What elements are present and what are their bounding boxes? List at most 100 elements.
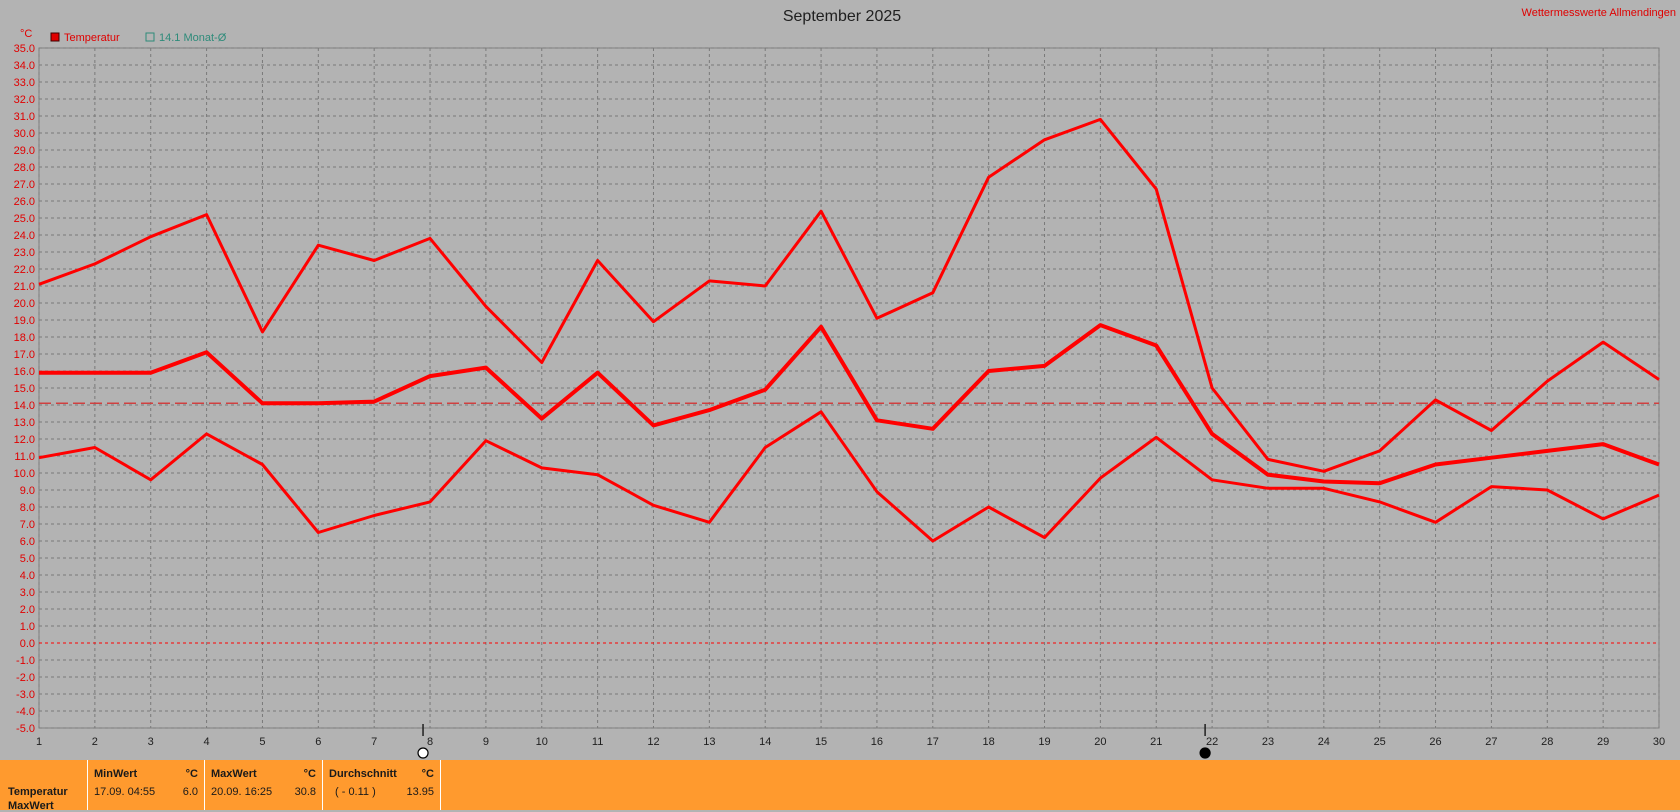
summary-row-labels: Temperatur MaxWert bbox=[0, 760, 88, 812]
y-tick-label: 17.0 bbox=[14, 349, 35, 361]
summary-row-label-temperatur: Temperatur bbox=[8, 786, 68, 798]
x-tick-label: 27 bbox=[1485, 736, 1497, 748]
full-moon-icon bbox=[417, 747, 429, 759]
y-tick-label: 31.0 bbox=[14, 111, 35, 123]
series-line-mean bbox=[39, 323, 1660, 486]
x-tick-label: 23 bbox=[1262, 736, 1274, 748]
y-tick-label: 29.0 bbox=[14, 145, 35, 157]
series-lines bbox=[38, 117, 1660, 543]
y-tick-label: 13.0 bbox=[14, 417, 35, 429]
y-tick-label: 30.0 bbox=[14, 128, 35, 140]
x-tick-label: 29 bbox=[1597, 736, 1609, 748]
x-tick-label: 16 bbox=[871, 736, 883, 748]
legend: Temperatur 14.1 Monat-Ø bbox=[50, 32, 227, 44]
moon-phase-markers bbox=[417, 724, 1211, 759]
chart-title: September 2025 bbox=[783, 8, 901, 25]
y-tick-label: 5.0 bbox=[20, 553, 35, 565]
y-tick-label: -1.0 bbox=[16, 655, 35, 667]
x-tick-label: 10 bbox=[536, 736, 548, 748]
x-tick-label: 17 bbox=[927, 736, 939, 748]
summary-min-header: MinWert bbox=[94, 768, 138, 780]
y-tick-label: 6.0 bbox=[20, 536, 35, 548]
y-tick-label: -5.0 bbox=[16, 723, 35, 735]
y-tick-label: 4.0 bbox=[20, 570, 35, 582]
y-tick-label: 8.0 bbox=[20, 502, 35, 514]
x-tick-label: 28 bbox=[1541, 736, 1553, 748]
grid bbox=[38, 47, 1660, 729]
summary-max-date: 20.09. 16:25 bbox=[211, 786, 273, 798]
x-tick-labels: 1 2 3 4 5 6 7 8 9 10 11 12 13 14 15 16 17 18 19 20 21 22 23 24 2… bbox=[36, 736, 1665, 748]
y-unit-label: °C bbox=[20, 28, 32, 40]
summary-max-unit: °C bbox=[303, 768, 316, 780]
y-tick-label: 18.0 bbox=[14, 332, 35, 344]
x-tick-label: 9 bbox=[483, 736, 489, 748]
y-tick-label: 25.0 bbox=[14, 213, 35, 225]
x-tick-label: 11 bbox=[592, 736, 603, 748]
y-tick-label: -2.0 bbox=[16, 672, 35, 684]
legend-label-temperatur: Temperatur bbox=[64, 32, 120, 44]
x-tick-label: 7 bbox=[371, 736, 377, 748]
summary-max-block: MaxWert °C 20.09. 16:25 30.8 bbox=[205, 760, 323, 810]
legend-label-monat-avg: 14.1 Monat-Ø bbox=[159, 32, 227, 44]
summary-avg-value: 13.95 bbox=[406, 786, 434, 798]
summary-avg-delta: ( - 0.11 ) bbox=[335, 786, 376, 798]
y-tick-label: 19.0 bbox=[14, 315, 35, 327]
temperature-chart: -5.0 -4.0 -3.0 -2.0 -1.0 0.0 1.0 2.0 3.0 4.0 5.0 6.… bbox=[14, 7, 1676, 759]
site-label: Wettermesswerte Allmendingen bbox=[1522, 7, 1676, 19]
series-line-max bbox=[38, 117, 1660, 473]
y-tick-label: 28.0 bbox=[14, 162, 35, 174]
x-tick-label: 6 bbox=[315, 736, 321, 748]
y-tick-label: 3.0 bbox=[20, 587, 35, 599]
y-tick-label: 22.0 bbox=[14, 264, 35, 276]
y-tick-label: 7.0 bbox=[20, 519, 35, 531]
y-tick-label: 10.0 bbox=[14, 468, 35, 480]
x-tick-label: 8 bbox=[427, 736, 433, 748]
x-tick-label: 21 bbox=[1150, 736, 1162, 748]
x-tick-label: 2 bbox=[92, 736, 98, 748]
summary-row-label-maxwert: MaxWert bbox=[8, 800, 54, 812]
y-tick-label: 35.0 bbox=[14, 43, 35, 55]
y-tick-label: 23.0 bbox=[14, 247, 35, 259]
y-tick-label: 1.0 bbox=[20, 621, 35, 633]
y-tick-label: 16.0 bbox=[14, 366, 35, 378]
x-tick-label: 13 bbox=[703, 736, 715, 748]
x-tick-label: 19 bbox=[1038, 736, 1050, 748]
x-tick-label: 4 bbox=[204, 736, 210, 748]
y-tick-label: 15.0 bbox=[14, 383, 35, 395]
x-tick-label: 22 bbox=[1206, 736, 1218, 748]
y-tick-label: 32.0 bbox=[14, 94, 35, 106]
x-tick-label: 5 bbox=[259, 736, 265, 748]
x-tick-label: 25 bbox=[1374, 736, 1386, 748]
y-tick-label: 21.0 bbox=[14, 281, 35, 293]
y-tick-label: 27.0 bbox=[14, 179, 35, 191]
legend-swatch-temperatur bbox=[50, 32, 60, 42]
summary-panel: Temperatur MaxWert MinWert °C 17.09. 04:… bbox=[0, 760, 1680, 812]
x-tick-label: 20 bbox=[1094, 736, 1106, 748]
y-tick-label: 0.0 bbox=[20, 638, 35, 650]
summary-max-value: 30.8 bbox=[294, 786, 316, 798]
summary-min-unit: °C bbox=[185, 768, 198, 780]
summary-min-block: MinWert °C 17.09. 04:55 6.0 bbox=[88, 760, 205, 810]
y-tick-label: 12.0 bbox=[14, 434, 35, 446]
y-tick-label: 14.0 bbox=[14, 400, 35, 412]
x-tick-label: 30 bbox=[1653, 736, 1665, 748]
x-tick-label: 18 bbox=[983, 736, 995, 748]
summary-avg-unit: °C bbox=[421, 768, 434, 780]
reference-lines bbox=[39, 402, 1659, 644]
y-tick-label: 2.0 bbox=[20, 604, 35, 616]
legend-swatch-monat-avg bbox=[145, 32, 155, 42]
summary-max-header: MaxWert bbox=[211, 768, 257, 780]
x-tick-label: 24 bbox=[1318, 736, 1330, 748]
y-tick-label: -3.0 bbox=[16, 689, 35, 701]
x-tick-label: 1 bbox=[36, 736, 42, 748]
summary-avg-block: Durchschnitt °C ( - 0.11 ) 13.95 bbox=[323, 760, 441, 810]
series-line-min bbox=[38, 410, 1660, 543]
new-moon-icon bbox=[1199, 747, 1211, 759]
y-tick-label: -4.0 bbox=[16, 706, 35, 718]
y-tick-label: 11.0 bbox=[14, 451, 35, 463]
y-tick-labels: -5.0 -4.0 -3.0 -2.0 -1.0 0.0 1.0 2.0 3.0 4.0 5.0 6.… bbox=[14, 43, 35, 735]
x-tick-label: 3 bbox=[148, 736, 154, 748]
y-tick-label: 34.0 bbox=[14, 60, 35, 72]
y-tick-label: 33.0 bbox=[14, 77, 35, 89]
y-tick-label: 26.0 bbox=[14, 196, 35, 208]
